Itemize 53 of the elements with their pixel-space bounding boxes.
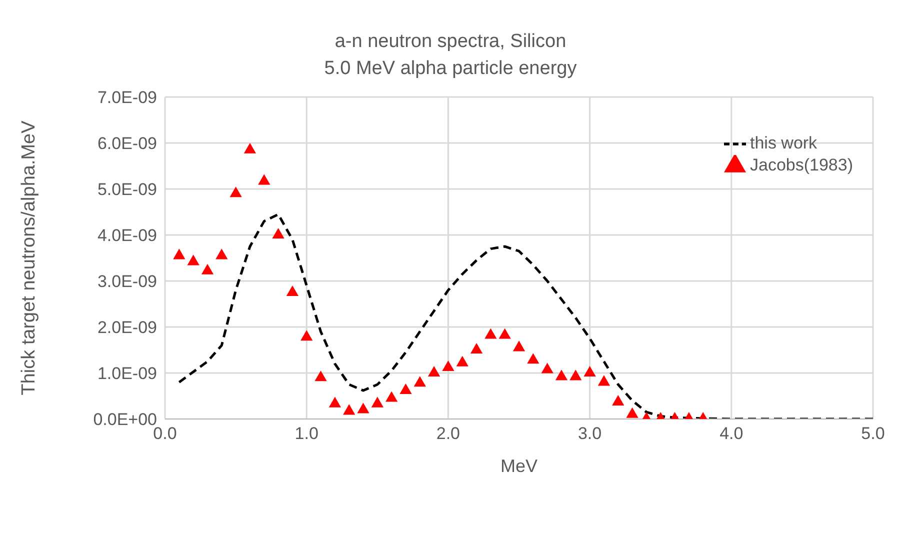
- chart-title: a-n neutron spectra, Silicon: [334, 30, 568, 54]
- point: [385, 391, 398, 402]
- point: [272, 228, 284, 239]
- y-tick-label: 7.0E-09: [97, 88, 157, 108]
- point: [626, 407, 638, 418]
- legend-label: Jacobs(1983): [750, 155, 853, 174]
- point: [541, 362, 554, 374]
- line-series: [178, 213, 873, 419]
- point: [201, 264, 214, 274]
- point: [244, 142, 256, 154]
- y-tick-label: 3.0E-09: [97, 272, 157, 292]
- point: [187, 254, 200, 266]
- point: [328, 396, 341, 408]
- point: [286, 285, 299, 296]
- y-tick-label: 1.0E-09: [97, 364, 157, 384]
- y-axis-title: Thick target neutrons/alpha.MeV: [18, 120, 40, 396]
- point: [258, 174, 270, 185]
- point: [428, 366, 440, 377]
- point: [527, 353, 540, 364]
- point: [414, 376, 426, 387]
- point: [173, 248, 186, 260]
- x-tick-label: 2.0: [436, 424, 460, 444]
- point: [216, 248, 228, 260]
- point: [484, 328, 497, 339]
- point: [498, 328, 511, 339]
- point: [300, 330, 313, 341]
- y-tick-label: 4.0E-09: [97, 226, 157, 246]
- chart-subtitle: 5.0 MeV alpha particle energy: [323, 57, 578, 81]
- point: [357, 402, 370, 414]
- point: [512, 340, 526, 352]
- x-tick-label: 4.0: [720, 424, 744, 444]
- x-tick-label: 5.0: [861, 424, 885, 444]
- point: [598, 375, 610, 386]
- point: [570, 370, 582, 380]
- point: [555, 370, 568, 380]
- legend-label: this work: [750, 133, 818, 152]
- point: [314, 370, 327, 382]
- x-axis-title: MeV: [500, 456, 538, 476]
- point: [343, 404, 356, 415]
- point: [470, 342, 483, 354]
- point: [371, 396, 384, 408]
- point: [400, 383, 412, 394]
- y-tick-label: 6.0E-09: [97, 134, 157, 154]
- point: [612, 394, 624, 406]
- point: [230, 186, 242, 198]
- x-tick-label: 3.0: [578, 424, 602, 444]
- y-tick-label: 2.0E-09: [97, 318, 157, 338]
- point: [442, 360, 454, 371]
- x-tick-label: 0.0: [153, 424, 177, 444]
- y-tick-label: 5.0E-09: [97, 180, 157, 200]
- point: [456, 356, 468, 366]
- point: [584, 366, 596, 377]
- x-tick-label: 1.0: [294, 424, 318, 444]
